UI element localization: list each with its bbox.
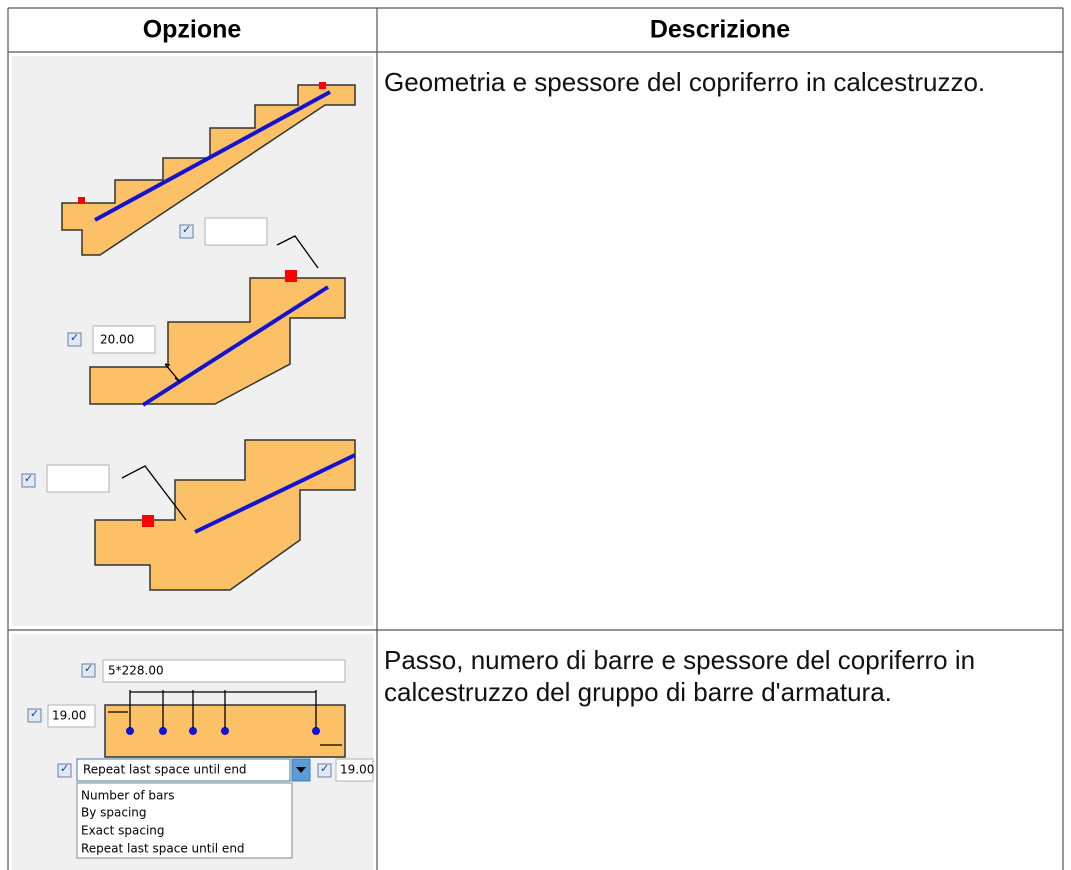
- svg-text:✓: ✓: [70, 332, 79, 344]
- svg-text:✓: ✓: [320, 763, 329, 775]
- svg-text:✓: ✓: [24, 473, 33, 485]
- menu-item: Number of bars: [81, 789, 175, 803]
- svg-text:✓: ✓: [182, 224, 191, 236]
- svg-text:✓: ✓: [84, 663, 93, 675]
- diagram-1: ✓ ✓ 20.00 ✓: [21, 82, 356, 591]
- field: 19.00: [340, 763, 374, 777]
- field: 5*228.00: [108, 664, 164, 678]
- grid: [7, 7, 1064, 870]
- svg-text:✓: ✓: [60, 763, 69, 775]
- menu-item: Repeat last space until end: [81, 842, 245, 856]
- select: Repeat last space until end: [83, 763, 247, 777]
- diagram-2: ✓ 5*228.00 ✓ 19.00 ✓ Repeat last space u…: [27, 659, 374, 859]
- menu-item: By spacing: [81, 806, 147, 820]
- svg-text:✓: ✓: [30, 708, 39, 720]
- description: Geometria e spessore del copriferro in c…: [384, 67, 986, 97]
- menu-item: Exact spacing: [81, 824, 165, 838]
- header: Opzione: [143, 16, 242, 44]
- field: 20.00: [100, 333, 134, 347]
- field: 19.00: [52, 709, 86, 723]
- description: Passo, numero di barre e spessore del co…: [384, 645, 976, 707]
- header: Descrizione: [650, 16, 790, 44]
